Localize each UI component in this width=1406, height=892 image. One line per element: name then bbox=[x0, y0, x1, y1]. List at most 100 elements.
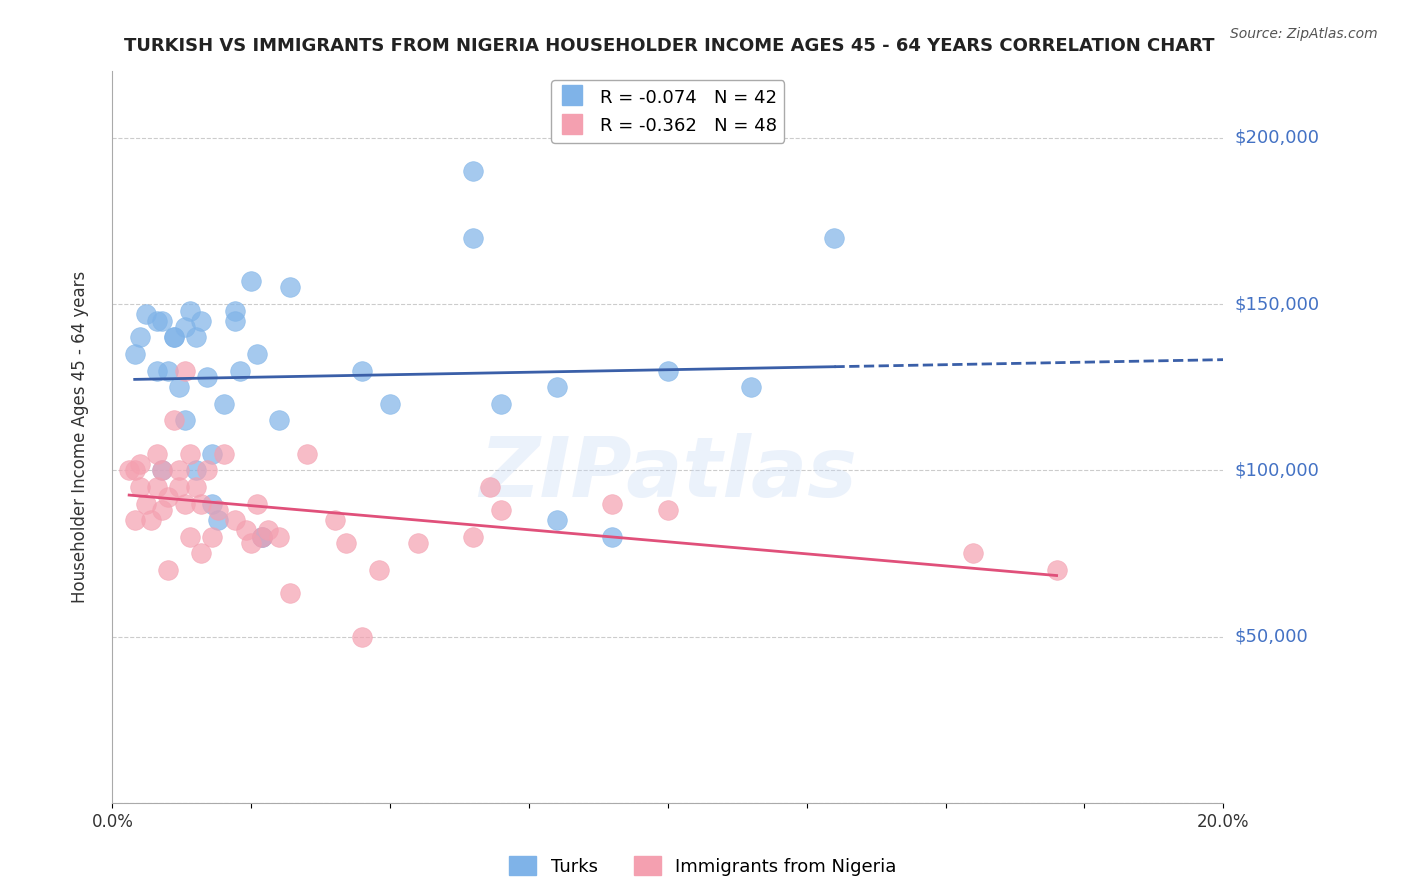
Point bbox=[207, 503, 229, 517]
Point bbox=[207, 513, 229, 527]
Point bbox=[190, 497, 212, 511]
Point bbox=[129, 330, 152, 344]
Point bbox=[195, 370, 218, 384]
Point bbox=[463, 530, 485, 544]
Point bbox=[546, 513, 568, 527]
Point bbox=[162, 413, 184, 427]
Point bbox=[141, 513, 163, 527]
Point bbox=[212, 397, 235, 411]
Point bbox=[246, 347, 269, 361]
Text: ZIPatlas: ZIPatlas bbox=[479, 434, 856, 514]
Point bbox=[368, 563, 391, 577]
Text: $200,000: $200,000 bbox=[1234, 128, 1319, 147]
Point bbox=[146, 447, 169, 461]
Point bbox=[335, 536, 357, 550]
Point bbox=[129, 480, 152, 494]
Point bbox=[479, 480, 502, 494]
Point bbox=[546, 380, 568, 394]
Point bbox=[167, 380, 190, 394]
Point bbox=[173, 320, 195, 334]
Point bbox=[179, 303, 201, 318]
Point bbox=[278, 280, 301, 294]
Point bbox=[246, 497, 269, 511]
Point bbox=[295, 447, 318, 461]
Point bbox=[146, 363, 169, 377]
Point bbox=[190, 314, 212, 328]
Point bbox=[1045, 563, 1069, 577]
Point bbox=[224, 303, 246, 318]
Point bbox=[240, 536, 263, 550]
Point bbox=[602, 530, 624, 544]
Point bbox=[157, 363, 180, 377]
Point bbox=[240, 274, 263, 288]
Point bbox=[152, 503, 174, 517]
Point bbox=[157, 490, 180, 504]
Point bbox=[491, 503, 513, 517]
Point bbox=[162, 330, 184, 344]
Point bbox=[463, 164, 485, 178]
Point bbox=[146, 480, 169, 494]
Point bbox=[352, 630, 374, 644]
Point bbox=[224, 314, 246, 328]
Point bbox=[740, 380, 762, 394]
Point bbox=[235, 523, 257, 537]
Point bbox=[135, 497, 157, 511]
Point bbox=[184, 480, 207, 494]
Text: TURKISH VS IMMIGRANTS FROM NIGERIA HOUSEHOLDER INCOME AGES 45 - 64 YEARS CORRELA: TURKISH VS IMMIGRANTS FROM NIGERIA HOUSE… bbox=[124, 37, 1215, 54]
Point bbox=[201, 497, 224, 511]
Point bbox=[352, 363, 374, 377]
Point bbox=[179, 447, 201, 461]
Point bbox=[124, 513, 146, 527]
Point bbox=[173, 497, 195, 511]
Point bbox=[229, 363, 252, 377]
Point bbox=[167, 480, 190, 494]
Legend: R = -0.074   N = 42, R = -0.362   N = 48: R = -0.074 N = 42, R = -0.362 N = 48 bbox=[551, 80, 785, 143]
Point bbox=[252, 530, 274, 544]
Point bbox=[201, 530, 224, 544]
Text: $100,000: $100,000 bbox=[1234, 461, 1319, 479]
Y-axis label: Householder Income Ages 45 - 64 years: Householder Income Ages 45 - 64 years bbox=[70, 271, 89, 603]
Point bbox=[224, 513, 246, 527]
Point bbox=[212, 447, 235, 461]
Text: Source: ZipAtlas.com: Source: ZipAtlas.com bbox=[1230, 27, 1378, 41]
Point bbox=[129, 457, 152, 471]
Point bbox=[124, 347, 146, 361]
Text: $50,000: $50,000 bbox=[1234, 628, 1308, 646]
Point bbox=[118, 463, 141, 477]
Point bbox=[267, 413, 291, 427]
Text: $150,000: $150,000 bbox=[1234, 295, 1319, 313]
Point bbox=[184, 330, 207, 344]
Point bbox=[167, 463, 190, 477]
Point bbox=[278, 586, 301, 600]
Point bbox=[152, 463, 174, 477]
Point bbox=[962, 546, 984, 560]
Point bbox=[657, 363, 679, 377]
Point bbox=[157, 563, 180, 577]
Point bbox=[257, 523, 280, 537]
Point bbox=[491, 397, 513, 411]
Point bbox=[323, 513, 346, 527]
Point bbox=[173, 363, 195, 377]
Point bbox=[179, 530, 201, 544]
Point bbox=[184, 463, 207, 477]
Point bbox=[162, 330, 184, 344]
Point bbox=[252, 530, 274, 544]
Point bbox=[463, 230, 485, 244]
Legend: Turks, Immigrants from Nigeria: Turks, Immigrants from Nigeria bbox=[502, 849, 904, 883]
Point bbox=[824, 230, 846, 244]
Point bbox=[406, 536, 429, 550]
Point bbox=[152, 463, 174, 477]
Point bbox=[190, 546, 212, 560]
Point bbox=[380, 397, 402, 411]
Point bbox=[152, 314, 174, 328]
Point bbox=[195, 463, 218, 477]
Point bbox=[267, 530, 291, 544]
Point bbox=[201, 447, 224, 461]
Point bbox=[124, 463, 146, 477]
Point bbox=[135, 307, 157, 321]
Point bbox=[146, 314, 169, 328]
Point bbox=[173, 413, 195, 427]
Point bbox=[657, 503, 679, 517]
Point bbox=[602, 497, 624, 511]
Point bbox=[252, 530, 274, 544]
